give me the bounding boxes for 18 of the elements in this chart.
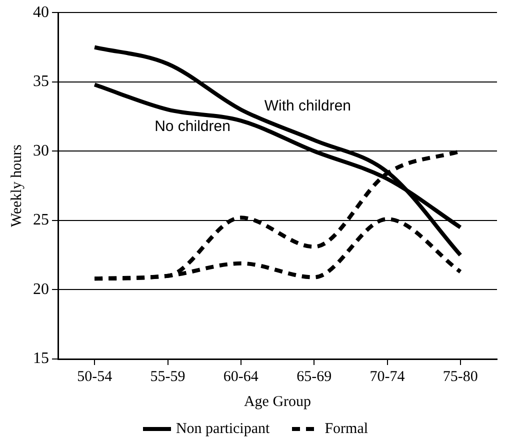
legend-label: Non participant [176,420,270,438]
x-tick-label: 60-64 [223,368,259,385]
y-tick-label: 15 [33,350,49,368]
x-tick-label: 55-59 [150,368,186,385]
y-axis-title: Weekly hours [8,144,25,228]
x-tick-label: 70-74 [370,368,406,385]
x-tick-label: 75-80 [442,368,478,385]
y-tick-label: 20 [33,280,49,298]
legend-label: Formal [324,420,368,438]
y-tick-label: 40 [33,4,49,21]
y-tick-label: 30 [33,142,49,160]
annotation: With children [264,97,352,114]
x-tick-label: 50-54 [77,368,113,385]
x-axis-title: Age Group [244,394,312,410]
x-tick-label: 65-69 [296,368,332,385]
annotation: No children [154,118,230,136]
y-tick-label: 35 [33,73,49,90]
y-tick-label: 25 [33,212,49,229]
